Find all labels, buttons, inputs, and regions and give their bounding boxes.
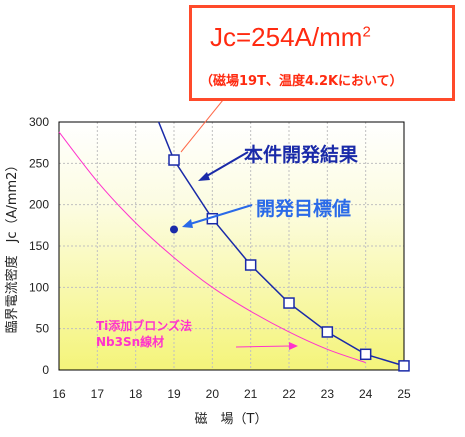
data-marker	[283, 297, 295, 309]
y-axis-title: 臨界電流密度 Jc（A/mm2）	[4, 159, 20, 334]
series-group	[58, 121, 410, 372]
x-tick-label: 23	[321, 387, 335, 401]
plot-frame	[58, 121, 405, 371]
target-arrowhead	[182, 219, 193, 228]
callout-main-text: Jc=254A/mm2	[210, 22, 371, 52]
data-marker	[168, 154, 180, 166]
x-tick-label: 17	[91, 387, 105, 401]
series-line-1	[58, 131, 366, 364]
y-tick-label: 150	[29, 239, 49, 253]
data-marker	[359, 348, 372, 361]
data-marker	[398, 360, 410, 372]
data-marker	[244, 259, 257, 271]
y-tick-label: 0	[42, 363, 49, 377]
result-arrowhead	[198, 172, 210, 181]
x-tick-label: 22	[282, 387, 296, 401]
series-line-0	[157, 121, 405, 367]
target-arrow	[189, 204, 253, 225]
pointer-group	[180, 99, 298, 350]
y-tick-label: 50	[36, 322, 50, 336]
x-tick-label: 24	[359, 387, 373, 401]
x-axis-title: 磁 場（T）	[195, 412, 268, 427]
y-tick-label: 300	[29, 115, 49, 129]
ti-arrowhead	[289, 342, 298, 350]
y-tick-label: 100	[29, 280, 49, 294]
ti-label-line2: Nb3Sn線材	[96, 335, 165, 349]
target-point	[170, 225, 178, 234]
x-tick-label: 25	[397, 387, 411, 401]
target-label: 開発目標値	[256, 198, 352, 220]
ti-bronze-label: Ti添加ブロンズ法 Nb3Sn線材	[96, 318, 192, 350]
callout-leader-line	[180, 99, 224, 153]
x-tick-label: 20	[206, 387, 220, 401]
result-label: 本件開発結果	[244, 144, 359, 166]
callout-sub-text: （磁場19T、温度4.2Kにおいて）	[200, 74, 403, 89]
x-tick-label: 18	[129, 387, 143, 401]
x-tick-label: 19	[167, 387, 181, 401]
result-arrow	[204, 151, 249, 178]
data-marker	[321, 326, 334, 338]
x-tick-label: 16	[52, 387, 66, 401]
jc-callout-box: Jc=254A/mm2 （磁場19T、温度4.2Kにおいて）	[189, 5, 455, 101]
y-tick-label: 200	[29, 198, 49, 212]
ti-arrow	[235, 345, 291, 348]
y-tick-labels: 0 50 100 150 200 250 300	[29, 115, 49, 377]
ti-label-line1: Ti添加ブロンズ法	[96, 319, 193, 333]
x-tick-labels: 16 17 18 19 20 21 22 23 24 25	[52, 387, 411, 401]
y-tick-label: 250	[29, 156, 49, 170]
x-tick-label: 21	[244, 387, 258, 401]
